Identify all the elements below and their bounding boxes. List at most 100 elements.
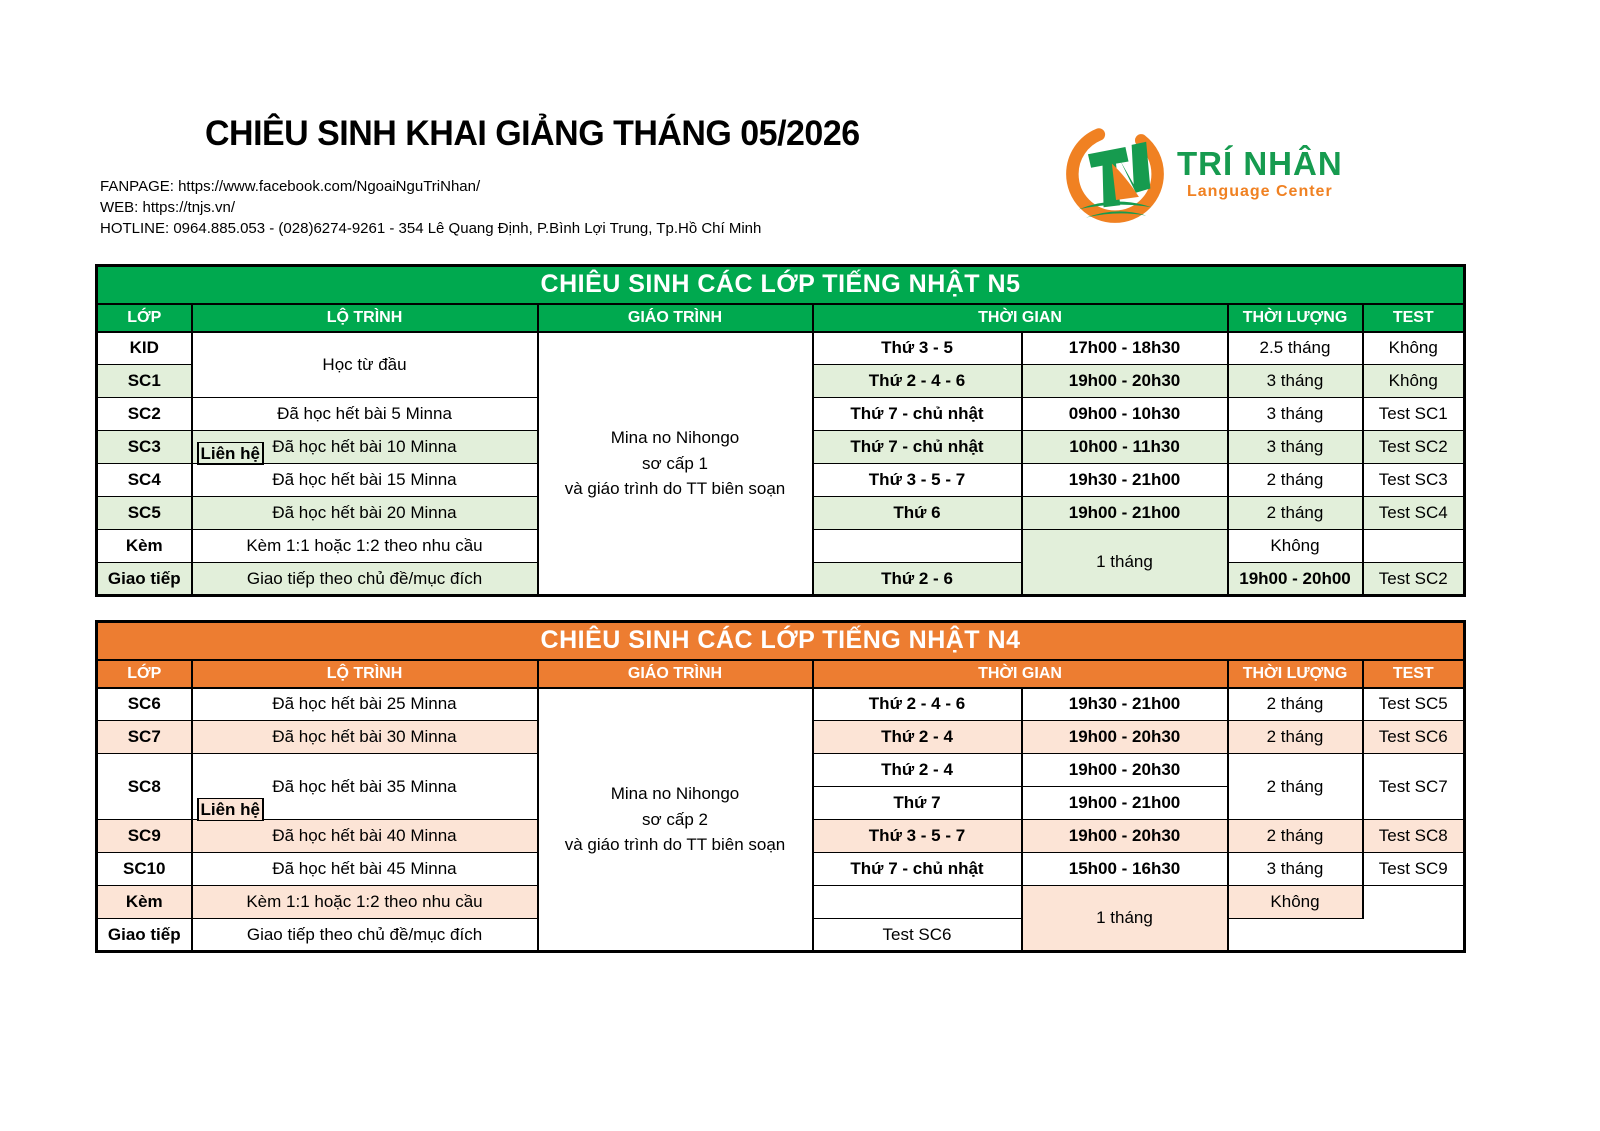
n4-col-thoiluong: THỜI LƯỢNG	[1226, 659, 1364, 689]
n4-title-band: CHIÊU SINH CÁC LỚP TIẾNG NHẬT N4	[95, 621, 1466, 661]
page-title: CHIÊU SINH KHAI GIẢNG THÁNG 05/2026	[205, 114, 860, 153]
cell-day: Thứ 2 - 4	[811, 753, 1023, 787]
fanpage-line: FANPAGE: https://www.facebook.com/NgoaiN…	[100, 178, 481, 195]
cell-time: 17h00 - 18h30	[1020, 331, 1229, 365]
table-row: Giao tiếp Giao tiếp theo chủ đề/mục đích…	[95, 918, 1465, 952]
cell-time: 19h30 - 21h00	[1020, 463, 1229, 497]
n4-col-lop: LỚP	[95, 659, 193, 689]
cell-test: Không	[1226, 529, 1364, 563]
cell-day: Thứ 2 - 4 - 6	[811, 364, 1023, 398]
cell-duration: 3 tháng	[1226, 430, 1364, 464]
cell-lop: Giao tiếp	[95, 562, 193, 596]
cell-time: 19h00 - 20h30	[1020, 720, 1229, 754]
cell-lop: KID	[95, 331, 193, 365]
cell-time: 19h00 - 20h00	[1226, 562, 1364, 596]
logo-subtitle: Language Center	[1186, 182, 1333, 200]
logo-name: TRÍ NHÂN	[1177, 145, 1343, 183]
cell-lop: Kèm	[95, 885, 193, 919]
cell-time: 09h00 - 10h30	[1020, 397, 1229, 431]
cell-duration: 1 tháng	[1020, 885, 1229, 952]
table-row: KID Học từ đầu Mina no Nihongo sơ cấp 1 …	[95, 331, 1466, 596]
cell-time: 19h30 - 21h00	[1020, 687, 1229, 721]
n5-col-thoigian: THỜI GIAN	[811, 303, 1229, 333]
cell-test: Test SC2	[1361, 562, 1466, 596]
cell-route: Kèm 1:1 hoặc 1:2 theo nhu cầu	[190, 529, 539, 563]
table-row: SC2 Đã học hết bài 5 Minna Thứ 7 - chủ n…	[95, 397, 1466, 431]
table-row: SC5 Đã học hết bài 20 Minna Thứ 6 19h00 …	[95, 496, 1466, 530]
logo-icon	[1066, 125, 1164, 223]
n4-col-thoigian: THỜI GIAN	[811, 659, 1229, 689]
cell-lop: SC10	[95, 852, 193, 886]
logo: TRÍ NHÂN Language Center	[1063, 122, 1343, 226]
cell-route: Học từ đầu	[190, 331, 539, 398]
cell-lop: SC2	[95, 397, 193, 431]
cell-textbook: Mina no Nihongo sơ cấp 2 và giáo trình d…	[536, 687, 814, 952]
cell-test: Test SC6	[1361, 720, 1466, 754]
n5-schedule-table: CHIÊU SINH CÁC LỚP TIẾNG NHẬT N5 LỚP LỘ …	[95, 264, 1467, 597]
table-row: SC4 Đã học hết bài 15 Minna Thứ 3 - 5 - …	[95, 463, 1466, 497]
n5-col-giaotrinh: GIÁO TRÌNH	[536, 303, 814, 333]
cell-day: Thứ 7 - chủ nhật	[811, 397, 1023, 431]
cell-duration: 1 tháng	[1020, 529, 1229, 596]
cell-duration: 2 tháng	[1226, 819, 1364, 853]
cell-time: 19h00 - 20h30	[1020, 753, 1229, 787]
cell-duration: 2 tháng	[1226, 687, 1364, 721]
cell-route: Đã học hết bài 40 Minna	[190, 819, 539, 853]
cell-test: Test SC5	[1361, 687, 1466, 721]
n5-col-lop: LỚP	[95, 303, 193, 333]
cell-route: Kèm 1:1 hoặc 1:2 theo nhu cầu	[190, 885, 539, 919]
cell-lop: SC3	[95, 430, 193, 464]
cell-test: Test SC3	[1361, 463, 1466, 497]
cell-day: Thứ 2 - 4 - 6	[811, 687, 1023, 721]
table-row: SC9 Đã học hết bài 40 Minna Thứ 3 - 5 - …	[95, 819, 1466, 853]
cell-time: 10h00 - 11h30	[1020, 430, 1229, 464]
table-row: Giao tiếp Giao tiếp theo chủ đề/mục đích…	[95, 562, 1466, 596]
cell-lop: SC7	[95, 720, 193, 754]
cell-time: 19h00 - 21h00	[1020, 496, 1229, 530]
cell-test: Không	[1361, 364, 1466, 398]
n5-title-band: CHIÊU SINH CÁC LỚP TIẾNG NHẬT N5	[95, 265, 1466, 305]
table-row: SC8 Đã học hết bài 35 Minna Thứ 2 - 4 19…	[95, 753, 1466, 820]
cell-test: Test SC9	[1361, 852, 1466, 886]
contact-block: FANPAGE: https://www.facebook.com/NgoaiN…	[100, 176, 761, 239]
cell-test: Test SC1	[1361, 397, 1466, 431]
cell-duration: 2 tháng	[1226, 463, 1364, 497]
cell-duration: 2 tháng	[1226, 496, 1364, 530]
cell-test: Test SC7	[1361, 753, 1466, 820]
cell-lop: SC6	[95, 687, 193, 721]
cell-duration: 3 tháng	[1226, 852, 1364, 886]
cell-route: Giao tiếp theo chủ đề/mục đích	[190, 562, 539, 596]
cell-textbook: Mina no Nihongo sơ cấp 1 và giáo trình d…	[536, 331, 814, 596]
cell-duration: 3 tháng	[1226, 364, 1364, 398]
web-line: WEB: https://tnjs.vn/	[100, 199, 236, 216]
hotline-line: HOTLINE: 0964.885.053 - (028)6274-9261 -…	[100, 220, 762, 237]
cell-day: Thứ 3 - 5 - 7	[811, 463, 1023, 497]
cell-lop: SC9	[95, 819, 193, 853]
cell-day: Thứ 7	[811, 786, 1023, 820]
cell-time: 15h00 - 16h30	[1020, 852, 1229, 886]
cell-contact: Liên hệ	[196, 797, 265, 821]
cell-time: 19h00 - 21h00	[1020, 786, 1229, 820]
cell-day: Thứ 6	[811, 496, 1023, 530]
cell-route: Đã học hết bài 20 Minna	[190, 496, 539, 530]
cell-lop: Giao tiếp	[95, 918, 193, 952]
cell-test: Không	[1361, 331, 1466, 365]
n4-col-test: TEST	[1361, 659, 1466, 689]
cell-duration: 3 tháng	[1226, 397, 1364, 431]
n5-col-lotrinh: LỘ TRÌNH	[190, 303, 539, 333]
cell-day: Thứ 2 - 6	[811, 562, 1023, 596]
table-row: Kèm Kèm 1:1 hoặc 1:2 theo nhu cầu Liên h…	[95, 797, 1465, 952]
cell-duration: 2 tháng	[1226, 720, 1364, 754]
cell-duration: 2.5 tháng	[1226, 331, 1364, 365]
cell-route: Đã học hết bài 25 Minna	[190, 687, 539, 721]
cell-test: Test SC6	[811, 918, 1023, 952]
cell-lop: SC4	[95, 463, 193, 497]
cell-test: Test SC2	[1361, 430, 1466, 464]
cell-time: 19h00 - 20h30	[1020, 819, 1229, 853]
n5-col-thoiluong: THỜI LƯỢNG	[1226, 303, 1364, 333]
cell-day: Thứ 2 - 4	[811, 720, 1023, 754]
cell-duration: 2 tháng	[1226, 753, 1364, 820]
cell-lop: SC5	[95, 496, 193, 530]
n4-col-lotrinh: LỘ TRÌNH	[190, 659, 539, 689]
cell-route: Đã học hết bài 45 Minna	[190, 852, 539, 886]
